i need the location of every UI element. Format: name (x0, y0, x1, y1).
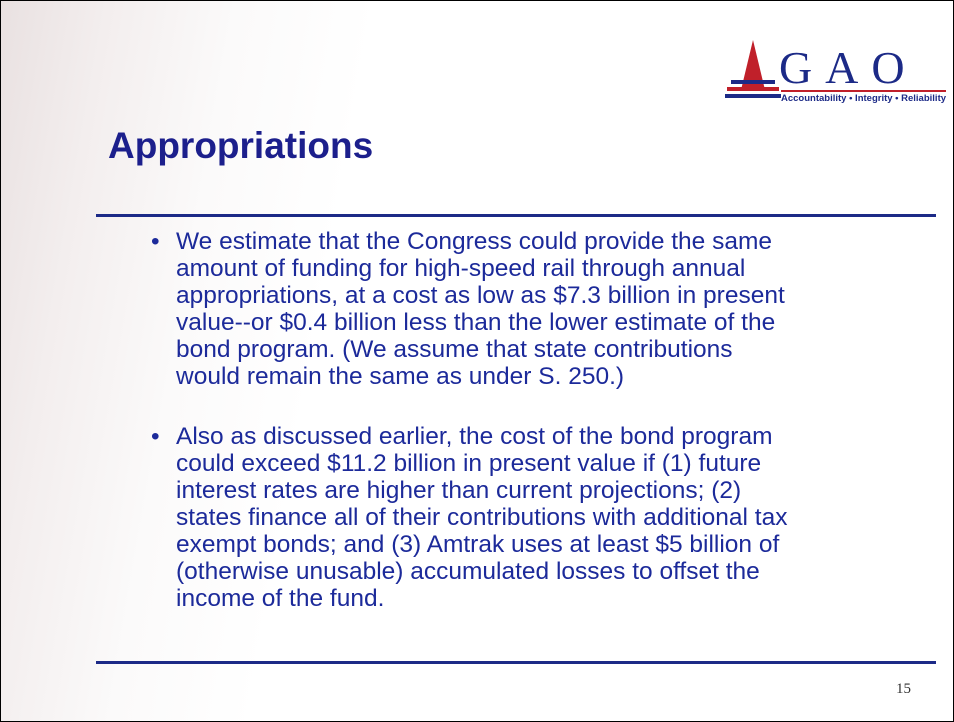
logo-name: G A O (779, 41, 907, 94)
text-line: appropriations, at a cost as low as $7.3… (176, 282, 785, 309)
bullet-dot: • (151, 228, 160, 255)
text-line: exempt bonds; and (3) Amtrak uses at lea… (176, 531, 787, 558)
text-line: would remain the same as under S. 250.) (176, 363, 785, 390)
text-line: Also as discussed earlier, the cost of t… (176, 423, 787, 450)
bullet-text: We estimate that the Congress could prov… (176, 228, 785, 390)
rule (96, 661, 936, 664)
page-number: 15 (896, 681, 911, 698)
text-line: value--or $0.4 billion less than the low… (176, 309, 785, 336)
text-line: amount of funding for high-speed rail th… (176, 255, 785, 282)
text-line: states finance all of their contribution… (176, 504, 787, 531)
slide-title: Appropriations (108, 125, 373, 167)
rule (96, 214, 936, 217)
text-line: interest rates are higher than current p… (176, 477, 787, 504)
bullet-dot: • (151, 423, 160, 450)
text-line: could exceed $11.2 billion in present va… (176, 450, 787, 477)
text-line: bond program. (We assume that state cont… (176, 336, 785, 363)
bullet-text: Also as discussed earlier, the cost of t… (176, 423, 787, 612)
slide: G A O Accountability • Integrity • Relia… (0, 0, 954, 722)
text-line: income of the fund. (176, 585, 787, 612)
bullet: • Also as discussed earlier, the cost of … (151, 423, 787, 612)
logo-tagline: Accountability • Integrity • Reliability (781, 90, 946, 104)
text-line: (otherwise unusable) accumulated losses … (176, 558, 787, 585)
text-line: We estimate that the Congress could prov… (176, 228, 785, 255)
bullet: • We estimate that the Congress could pro… (151, 228, 785, 390)
logo-icon (723, 35, 783, 105)
